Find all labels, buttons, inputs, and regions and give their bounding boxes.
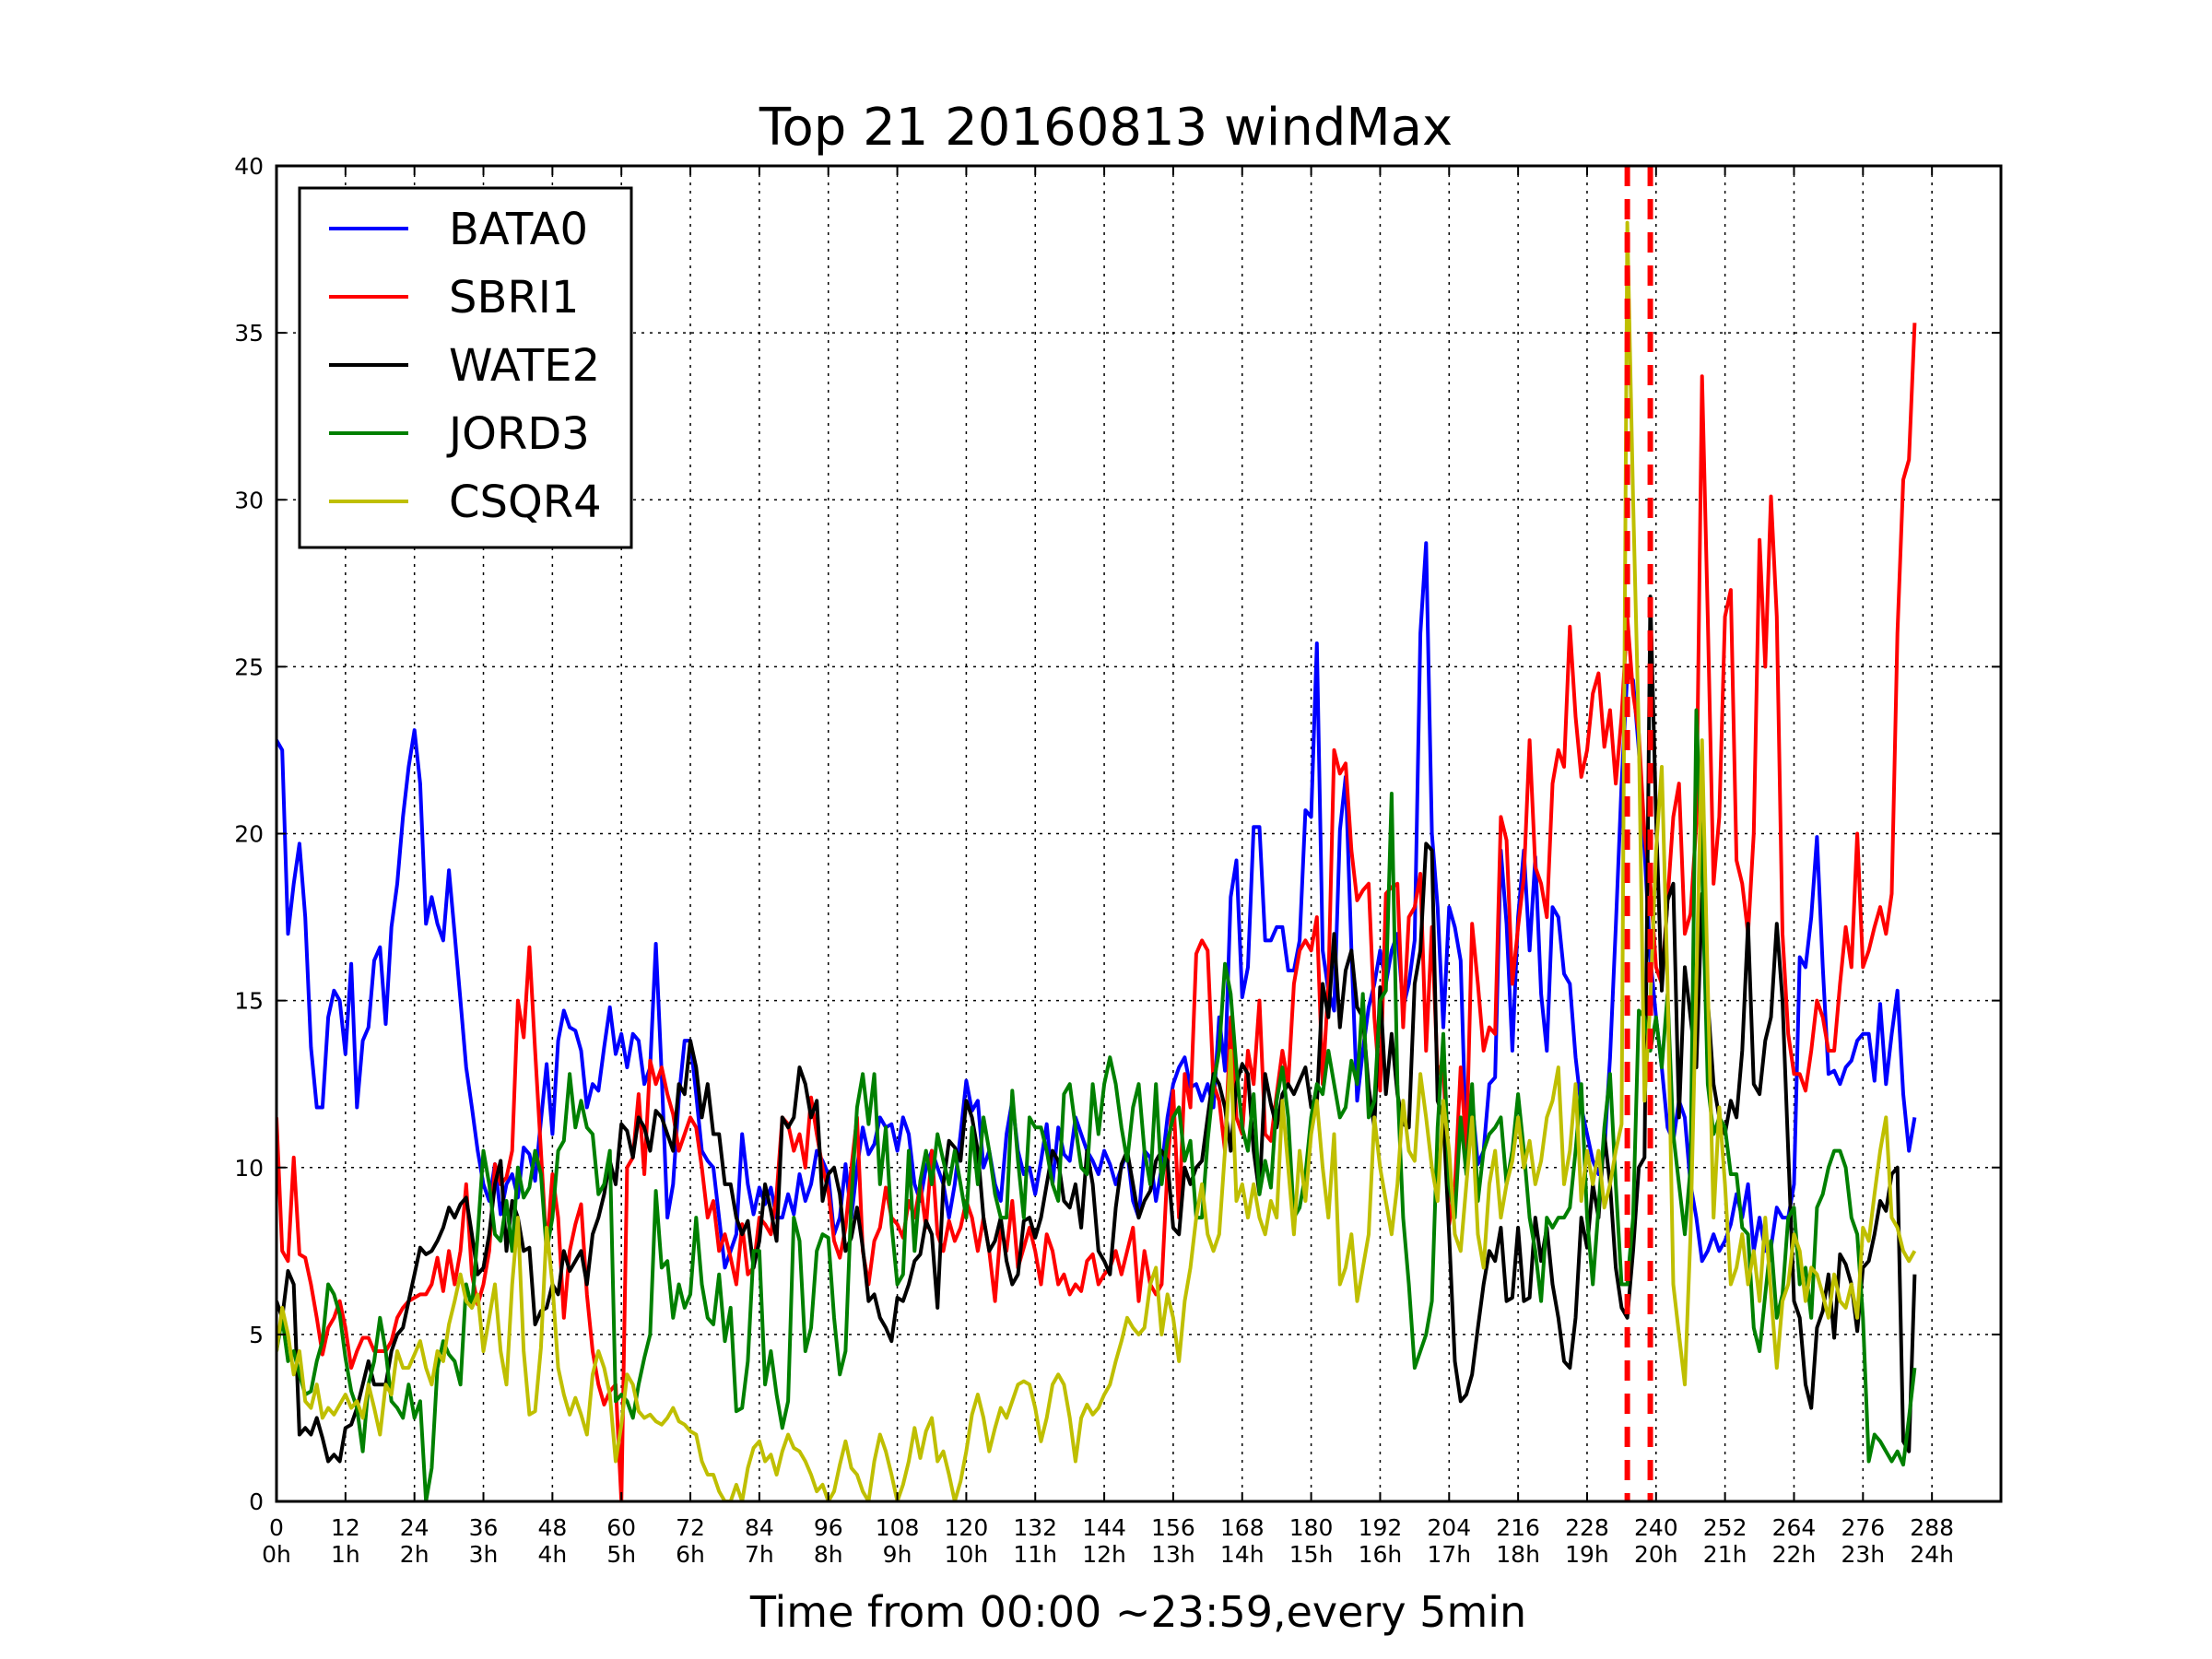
x-tick-sublabel: 11h <box>1013 1541 1057 1568</box>
x-tick-label: 108 <box>876 1514 920 1541</box>
axis-ticks: 00h121h242h363h484h605h726h847h968h1089h… <box>234 153 2001 1568</box>
legend-label-bata0: BATA0 <box>449 204 588 255</box>
series-line-sbri1 <box>276 323 1917 1501</box>
x-tick-label: 204 <box>1427 1514 1471 1541</box>
x-tick-sublabel: 6h <box>676 1541 705 1568</box>
legend-label-jord3: JORD3 <box>446 408 590 460</box>
y-tick-label: 25 <box>234 653 264 680</box>
x-tick-sublabel: 24h <box>1910 1541 1954 1568</box>
series-line-csqr4 <box>276 220 1917 1501</box>
x-tick-label: 144 <box>1082 1514 1126 1541</box>
x-tick-sublabel: 13h <box>1151 1541 1195 1568</box>
x-tick-label: 264 <box>1772 1514 1817 1541</box>
x-tick-label: 240 <box>1634 1514 1678 1541</box>
x-tick-label: 84 <box>745 1514 774 1541</box>
x-tick-label: 0 <box>269 1514 284 1541</box>
x-tick-label: 48 <box>537 1514 567 1541</box>
x-tick-sublabel: 19h <box>1565 1541 1609 1568</box>
x-tick-label: 192 <box>1359 1514 1403 1541</box>
x-tick-sublabel: 0h <box>262 1541 291 1568</box>
chart-title: Top 21 20160813 windMax <box>759 98 1453 158</box>
legend: BATA0 SBRI1 WATE2 JORD3 CSQR4 <box>298 186 633 549</box>
x-tick-sublabel: 2h <box>400 1541 429 1568</box>
legend-box <box>298 186 633 549</box>
x-tick-label: 216 <box>1496 1514 1540 1541</box>
x-axis-label: Time from 00:00 ~23:59,every 5min <box>749 1587 1526 1637</box>
x-tick-sublabel: 7h <box>745 1541 774 1568</box>
x-tick-sublabel: 4h <box>537 1541 567 1568</box>
x-tick-label: 168 <box>1220 1514 1265 1541</box>
x-tick-sublabel: 8h <box>814 1541 843 1568</box>
x-tick-label: 24 <box>400 1514 429 1541</box>
x-tick-sublabel: 18h <box>1496 1541 1540 1568</box>
x-tick-label: 12 <box>331 1514 360 1541</box>
y-tick-label: 30 <box>234 487 264 513</box>
y-tick-label: 20 <box>234 821 264 848</box>
y-tick-label: 35 <box>234 320 264 347</box>
series-line-wate2 <box>276 594 1917 1464</box>
x-tick-sublabel: 12h <box>1082 1541 1126 1568</box>
x-tick-label: 156 <box>1151 1514 1195 1541</box>
x-tick-sublabel: 21h <box>1703 1541 1747 1568</box>
y-tick-label: 0 <box>249 1488 264 1515</box>
x-tick-sublabel: 9h <box>883 1541 912 1568</box>
x-tick-label: 228 <box>1565 1514 1609 1541</box>
x-tick-sublabel: 10h <box>945 1541 989 1568</box>
x-tick-sublabel: 14h <box>1220 1541 1265 1568</box>
x-tick-label: 132 <box>1013 1514 1057 1541</box>
legend-label-wate2: WATE2 <box>449 340 600 392</box>
x-tick-label: 120 <box>945 1514 989 1541</box>
x-tick-label: 96 <box>814 1514 843 1541</box>
legend-label-csqr4: CSQR4 <box>449 477 602 528</box>
series-lines <box>276 220 1917 1501</box>
x-tick-label: 180 <box>1289 1514 1334 1541</box>
y-tick-label: 40 <box>234 153 264 180</box>
x-tick-sublabel: 5h <box>606 1541 636 1568</box>
x-tick-sublabel: 1h <box>331 1541 360 1568</box>
x-tick-sublabel: 20h <box>1634 1541 1678 1568</box>
vertical-markers <box>1624 166 1653 1501</box>
legend-label-sbri1: SBRI1 <box>449 272 579 324</box>
x-tick-label: 36 <box>469 1514 499 1541</box>
y-tick-label: 10 <box>234 1155 264 1182</box>
x-tick-label: 276 <box>1841 1514 1885 1541</box>
y-tick-label: 5 <box>249 1322 264 1348</box>
x-tick-label: 60 <box>606 1514 636 1541</box>
y-tick-label: 15 <box>234 988 264 1015</box>
x-tick-sublabel: 23h <box>1841 1541 1885 1568</box>
x-tick-sublabel: 3h <box>469 1541 499 1568</box>
x-tick-label: 288 <box>1910 1514 1954 1541</box>
x-tick-sublabel: 22h <box>1772 1541 1817 1568</box>
x-tick-label: 72 <box>676 1514 705 1541</box>
x-tick-sublabel: 15h <box>1289 1541 1334 1568</box>
x-tick-label: 252 <box>1703 1514 1747 1541</box>
x-tick-sublabel: 17h <box>1427 1541 1471 1568</box>
x-tick-sublabel: 16h <box>1359 1541 1403 1568</box>
